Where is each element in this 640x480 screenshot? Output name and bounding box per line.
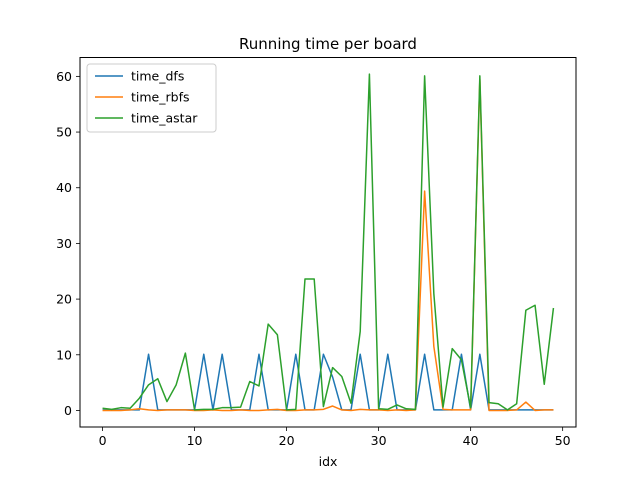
y-axis-ticks: 0 10 20 30 40 50 60 bbox=[56, 69, 80, 418]
y-tick-label: 60 bbox=[56, 69, 72, 84]
x-tick-label: 40 bbox=[463, 433, 479, 448]
x-tick-label: 20 bbox=[279, 433, 295, 448]
x-tick-label: 30 bbox=[371, 433, 387, 448]
y-tick-label: 0 bbox=[64, 403, 72, 418]
y-tick-label: 10 bbox=[56, 347, 72, 362]
y-tick-label: 30 bbox=[56, 236, 72, 251]
legend-label-time-dfs: time_dfs bbox=[131, 69, 184, 84]
y-tick-label: 40 bbox=[56, 180, 72, 195]
x-axis-label: idx bbox=[319, 454, 338, 469]
legend-label-time-rbfs: time_rbfs bbox=[131, 90, 189, 105]
series-line-time-astar bbox=[102, 73, 555, 411]
chart-title: Running time per board bbox=[239, 35, 417, 53]
x-axis-ticks: 0 10 20 30 40 50 bbox=[99, 427, 571, 448]
plot-frame bbox=[79, 57, 577, 428]
series-lines bbox=[102, 73, 555, 412]
x-tick-label: 50 bbox=[555, 433, 571, 448]
legend-box bbox=[86, 63, 217, 133]
legend-label-time-astar: time_astar bbox=[131, 111, 198, 126]
y-tick-label: 20 bbox=[56, 292, 72, 307]
x-tick-label: 10 bbox=[187, 433, 203, 448]
legend: time_dfs time_rbfs time_astar bbox=[86, 63, 217, 133]
y-tick-label: 50 bbox=[56, 125, 72, 140]
x-tick-label: 0 bbox=[99, 433, 107, 448]
